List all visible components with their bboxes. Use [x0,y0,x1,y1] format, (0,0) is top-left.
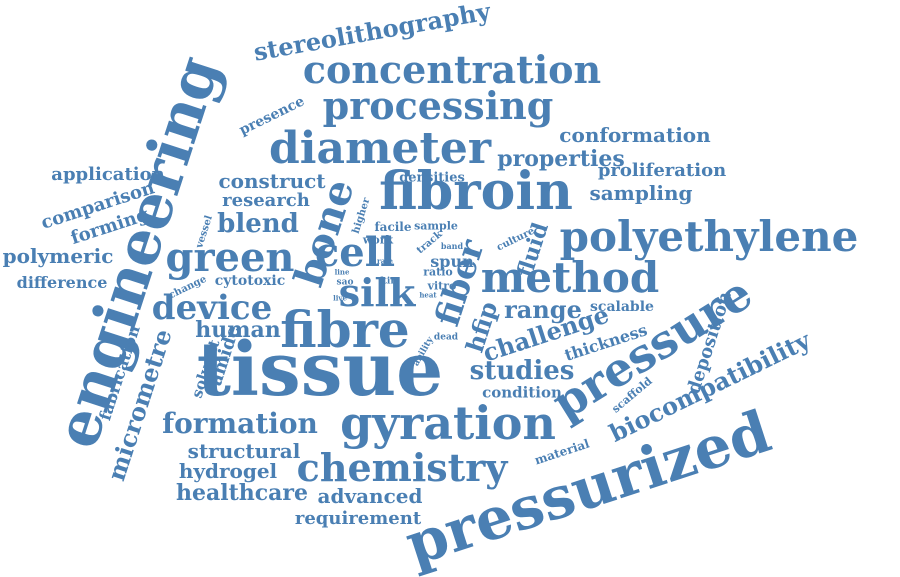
word-structural: structural [187,439,301,463]
word-conformation: conformation [559,123,711,147]
word-band: band [440,241,464,251]
word-device: device [151,288,273,328]
word-concentration: concentration [302,47,602,92]
word-requirement: requirement [294,508,422,529]
word-cell: cell [314,229,396,276]
word-spun: spun [430,252,474,271]
word-hydrogel: hydrogel [178,459,278,483]
word-properties: properties [497,146,625,172]
word-research: research [222,190,310,211]
word-fibre: fibre [280,300,410,359]
word-polymeric: polymeric [2,244,114,268]
word-healthcare: healthcare [176,480,308,506]
word-polyethylene: polyethylene [559,212,859,261]
word-studies: studies [469,356,575,386]
word-difference: difference [16,273,108,292]
word-sample: sample [414,219,458,233]
word-human: human [195,317,281,343]
word-diameter: diameter [268,123,492,174]
word-vitro: vitro [427,279,457,293]
word-construct: construct [218,169,326,193]
word-chemistry: chemistry [296,445,508,490]
word-work: work [362,233,394,247]
word-proliferation: proliferation [597,160,727,181]
word-rate: rate [377,256,393,266]
word-scalable: scalable [590,299,654,315]
word-formation: formation [162,407,318,440]
word-range: range [504,295,582,324]
word-tissue: tissue [196,327,444,413]
word-ftir: ftir [378,276,396,287]
word-processing: processing [322,83,554,128]
word-method: method [480,253,660,302]
word-silk: silk [338,270,416,315]
word-fibroin: fibroin [379,161,573,222]
word-gyration: gyration [340,396,556,450]
word-cytotoxic: cytotoxic [214,273,286,289]
word-dead: dead [433,332,459,343]
word-heat: heat [419,290,437,300]
word-ratio: ratio [423,265,453,279]
word-facile: facile [374,220,412,234]
word-condition: condition [482,383,562,402]
word-live: live [333,293,347,303]
word-green: green [165,234,295,281]
word-blend: blend [217,209,299,239]
word-sampling: sampling [589,181,693,205]
word-densities: densities [399,170,465,186]
word-advanced: advanced [317,484,423,508]
word-sao: sao [336,277,354,288]
word-line: line [334,267,350,277]
word-application: application [51,164,165,185]
